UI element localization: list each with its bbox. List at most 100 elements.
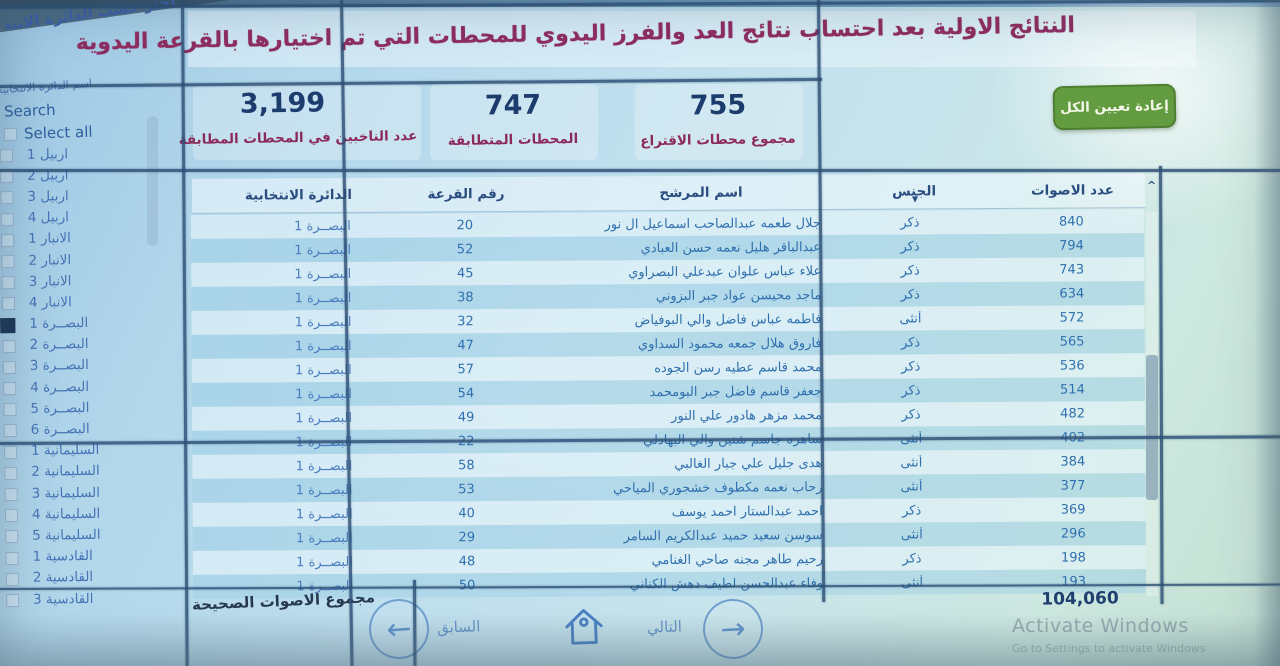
lottery-cell: 20 bbox=[456, 217, 474, 233]
sidebar-item-district[interactable]: البصــرة 3 bbox=[0, 354, 178, 378]
votes-cell: 514 bbox=[1059, 381, 1085, 398]
gender-cell: أنثى bbox=[901, 574, 924, 591]
column-header-votes[interactable]: عدد الاصوات bbox=[1030, 182, 1115, 199]
checkbox-icon[interactable] bbox=[5, 551, 19, 565]
sidebar-item-district[interactable]: السليمانية 5 bbox=[2, 523, 180, 547]
column-header-lottery[interactable]: رقم القرعة bbox=[427, 186, 505, 203]
sidebar-item-district[interactable]: السليمانية 4 bbox=[2, 502, 180, 526]
checkbox-icon[interactable] bbox=[4, 466, 18, 481]
next-page-label: التالي bbox=[646, 617, 683, 637]
marker-line-vertical bbox=[1159, 165, 1164, 604]
column-header-gender[interactable]: الجنس▼ bbox=[822, 183, 1000, 203]
sidebar-item-district[interactable]: البصــرة 4 bbox=[0, 375, 178, 399]
votes-cell: 572 bbox=[1059, 309, 1085, 326]
sidebar-item-district[interactable]: البصــرة 6 bbox=[1, 417, 179, 441]
gender-cell: أنثى bbox=[900, 430, 923, 447]
votes-cell: 193 bbox=[1061, 573, 1087, 590]
search-input[interactable]: Search bbox=[3, 100, 56, 121]
home-button[interactable] bbox=[561, 602, 607, 652]
lottery-cell: 54 bbox=[457, 385, 475, 401]
lottery-cell: 50 bbox=[458, 577, 476, 593]
gender-cell: ذكر bbox=[901, 382, 921, 399]
activate-windows-subtext: Go to Settings to activate Windows bbox=[1012, 642, 1206, 655]
column-header-candidate[interactable]: اسم المرشح bbox=[659, 184, 743, 202]
checkbox-icon[interactable] bbox=[3, 445, 18, 459]
stat-card-total bbox=[635, 84, 803, 160]
checkbox-icon[interactable] bbox=[0, 317, 16, 333]
votes-cell: 536 bbox=[1059, 357, 1085, 374]
checkbox-icon[interactable] bbox=[5, 572, 19, 586]
gender-cell: ذكر bbox=[900, 262, 920, 279]
sidebar-item-district[interactable]: القادسية 2 bbox=[3, 565, 181, 589]
sidebar-item-district[interactable]: الانبار 2 bbox=[0, 248, 177, 272]
sidebar-item-label: اربيل 4 bbox=[27, 209, 70, 226]
lottery-cell: 45 bbox=[456, 265, 474, 281]
sidebar-item-district[interactable]: السليمانية 1 bbox=[1, 438, 179, 462]
sidebar-item-district[interactable]: البصــرة 5 bbox=[0, 396, 178, 420]
sidebar-item-label: اربيل 3 bbox=[27, 188, 69, 205]
checkbox-icon[interactable] bbox=[3, 127, 18, 141]
sidebar-item-district[interactable]: السليمانية 2 bbox=[1, 460, 179, 484]
reset-all-button[interactable]: إعادة تعيين الكل bbox=[1052, 83, 1177, 131]
candidate-cell: فاروق هلال جمعه محمود السداوي bbox=[637, 335, 822, 352]
checkbox-icon[interactable] bbox=[1, 276, 15, 290]
sidebar-item-district[interactable]: السليمانية 3 bbox=[1, 481, 179, 505]
checkbox-icon[interactable] bbox=[0, 191, 14, 205]
scroll-up-icon[interactable]: ^ bbox=[1147, 179, 1157, 192]
checkbox-icon[interactable] bbox=[4, 488, 18, 502]
checkbox-icon[interactable] bbox=[2, 360, 16, 375]
table-scrollbar-thumb[interactable] bbox=[1146, 355, 1158, 500]
checkbox-icon[interactable] bbox=[4, 509, 19, 523]
lottery-cell: 58 bbox=[458, 457, 475, 473]
sidebar-item-district[interactable]: القادسية 3 bbox=[3, 587, 181, 611]
checkbox-icon[interactable] bbox=[2, 339, 16, 353]
checkbox-icon[interactable] bbox=[3, 403, 17, 417]
sidebar-item-district[interactable]: القادسية 1 bbox=[2, 544, 180, 568]
sidebar-item-district[interactable]: البصــرة 2 bbox=[0, 332, 178, 356]
marker-line-horizontal bbox=[0, 169, 1280, 172]
previous-page-button[interactable]: ← bbox=[366, 596, 432, 662]
district-cell: البصــرة 1 bbox=[295, 386, 352, 402]
candidate-cell: محمد قاسم عطيه رسن الجوده bbox=[654, 359, 822, 376]
district-cell: البصــرة 1 bbox=[294, 314, 352, 330]
sidebar-item-label: القادسية 1 bbox=[32, 548, 93, 565]
select-all-option[interactable]: Select all bbox=[3, 121, 164, 143]
gender-cell: ذكر bbox=[900, 238, 920, 255]
checkbox-icon[interactable] bbox=[3, 382, 17, 396]
sidebar-item-label: السليمانية 3 bbox=[31, 484, 101, 502]
checkbox-icon[interactable] bbox=[0, 170, 14, 184]
sidebar-item-district[interactable]: الانبار 4 bbox=[0, 290, 177, 314]
sidebar-item-label: البصــرة 5 bbox=[30, 399, 90, 417]
checkbox-icon[interactable] bbox=[0, 212, 14, 226]
checkbox-icon[interactable] bbox=[1, 297, 16, 311]
candidate-cell: ماجد محيسن عواد جبر البزوني bbox=[655, 287, 822, 304]
column-header-district[interactable]: الدائرة الانتخابية bbox=[244, 186, 353, 204]
total-stations-value: 755 bbox=[689, 89, 747, 122]
matched-stations-value: 747 bbox=[484, 89, 542, 122]
previous-page-label: السابق bbox=[436, 617, 481, 637]
sidebar-item-district[interactable]: البصــرة 1 bbox=[0, 311, 177, 335]
checkbox-icon[interactable] bbox=[1, 233, 15, 247]
sidebar-scrollbar[interactable] bbox=[147, 116, 158, 246]
checkbox-icon[interactable] bbox=[1, 254, 15, 269]
checkbox-icon[interactable] bbox=[5, 530, 19, 544]
sidebar-item-label: السليمانية 1 bbox=[30, 442, 100, 460]
lottery-cell: 52 bbox=[456, 241, 474, 257]
activate-windows-watermark: Activate Windows bbox=[1012, 615, 1189, 637]
stat-card-voters bbox=[193, 84, 421, 160]
sidebar-item-district[interactable]: الانبار 3 bbox=[0, 269, 177, 293]
checkbox-icon[interactable] bbox=[6, 593, 20, 608]
votes-cell: 369 bbox=[1060, 501, 1086, 518]
marker-line-horizontal bbox=[0, 0, 1280, 9]
marker-line-vertical bbox=[181, 0, 189, 666]
checkbox-icon[interactable] bbox=[0, 149, 14, 163]
lottery-cell: 48 bbox=[458, 553, 476, 569]
lottery-cell: 22 bbox=[457, 433, 475, 449]
candidate-cell: رحيم طاهر مجنه صاحي الغنامي bbox=[651, 551, 823, 568]
district-cell: البصــرة 1 bbox=[295, 434, 353, 450]
next-page-button[interactable]: → bbox=[701, 597, 765, 661]
checkbox-icon[interactable] bbox=[3, 424, 17, 438]
lottery-cell: 57 bbox=[457, 361, 475, 377]
gender-cell: ذكر bbox=[901, 358, 921, 375]
candidate-cell: علاء عباس علوان عبدعلي البصراوي bbox=[628, 263, 822, 280]
